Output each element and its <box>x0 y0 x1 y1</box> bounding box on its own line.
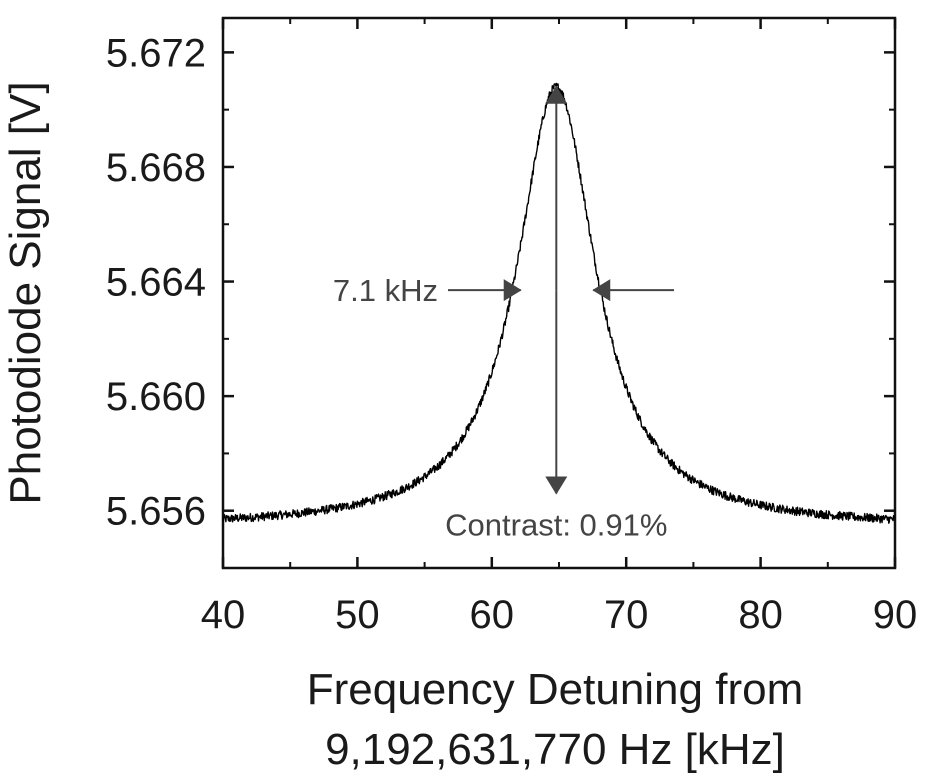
y-tick-label: 5.664 <box>106 261 206 305</box>
x-tick-label: 50 <box>335 593 380 637</box>
x-tick-label: 40 <box>201 593 246 637</box>
y-tick-label: 5.672 <box>106 31 206 75</box>
contrast-label: Contrast: 0.91% <box>445 508 667 543</box>
y-tick-label: 5.660 <box>106 375 206 419</box>
y-tick-label: 5.668 <box>106 146 206 190</box>
linewidth-label: 7.1 kHz <box>333 273 438 308</box>
x-axis-title-line1: Frequency Detuning from <box>307 665 803 714</box>
x-tick-label: 70 <box>604 593 649 637</box>
y-tick-label: 5.656 <box>106 490 206 534</box>
series-line <box>222 82 896 524</box>
y-ticks: 5.656 5.660 5.664 5.668 5.672 <box>106 31 895 534</box>
plot-frame <box>221 16 897 570</box>
annotations: 7.1 kHz Contrast: 0.91% <box>333 85 674 543</box>
x-tick-label: 60 <box>470 593 515 637</box>
x-tick-label: 90 <box>873 593 918 637</box>
x-tick-label: 80 <box>738 593 783 637</box>
x-axis-title-line2: 9,192,631,770 Hz [kHz] <box>325 725 785 774</box>
y-axis-title: Photodiode Signal [V] <box>1 81 50 504</box>
x-ticks: 40 50 60 70 80 90 <box>201 18 918 637</box>
